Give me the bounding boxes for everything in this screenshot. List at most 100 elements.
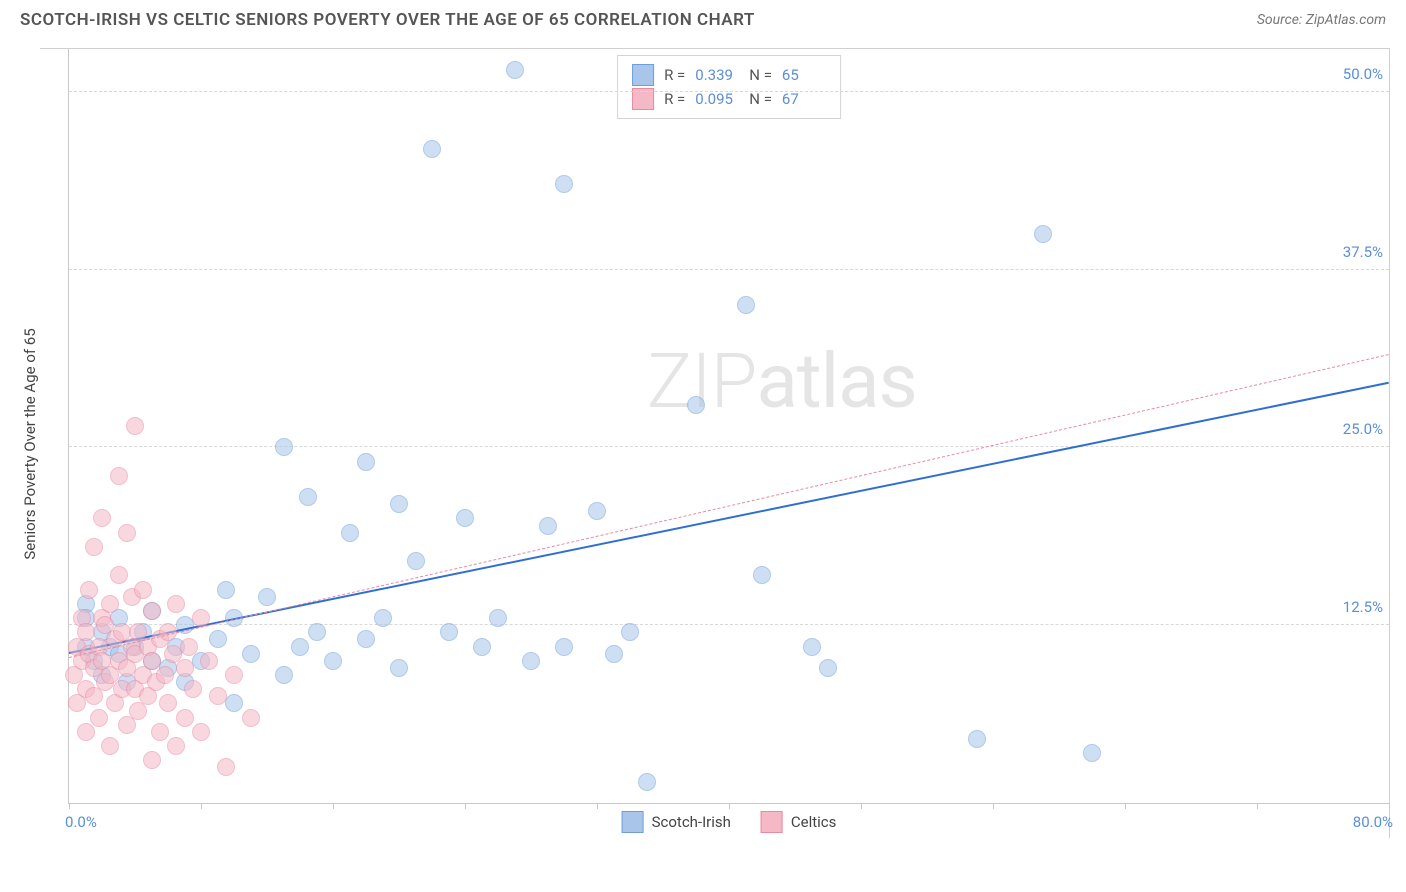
data-point xyxy=(159,694,177,712)
data-point xyxy=(167,595,185,613)
data-point xyxy=(341,524,359,542)
data-point xyxy=(180,638,198,656)
x-tick xyxy=(597,803,598,809)
data-point xyxy=(176,709,194,727)
data-point xyxy=(423,140,441,158)
data-point xyxy=(143,751,161,769)
data-point xyxy=(506,61,524,79)
chart-title: SCOTCH-IRISH VS CELTIC SENIORS POVERTY O… xyxy=(20,10,755,30)
data-point xyxy=(638,773,656,791)
r-value-scotch-irish: 0.339 xyxy=(695,66,739,84)
data-point xyxy=(217,758,235,776)
data-point xyxy=(407,552,425,570)
trend-line xyxy=(69,354,1389,658)
data-point xyxy=(605,645,623,663)
chart-container: Seniors Poverty Over the Age of 65 ZIPat… xyxy=(40,48,1390,838)
legend-label-celtics: Celtics xyxy=(791,813,837,831)
data-point xyxy=(539,517,557,535)
watermark: ZIPatlas xyxy=(647,336,917,426)
chart-plot-area: ZIPatlas R = 0.339 N = 65 R = 0.095 N = … xyxy=(68,49,1389,804)
data-point xyxy=(225,666,243,684)
data-point xyxy=(299,488,317,506)
data-point xyxy=(522,652,540,670)
data-point xyxy=(184,680,202,698)
swatch-scotch-irish xyxy=(622,811,644,833)
data-point xyxy=(588,502,606,520)
data-point xyxy=(456,509,474,527)
data-point xyxy=(209,687,227,705)
data-point xyxy=(85,538,103,556)
data-point xyxy=(151,723,169,741)
legend-item-celtics: Celtics xyxy=(761,811,837,833)
r-value-celtics: 0.095 xyxy=(695,90,739,108)
data-point xyxy=(143,652,161,670)
series-legend: Scotch-Irish Celtics xyxy=(622,811,837,833)
stats-legend: R = 0.339 N = 65 R = 0.095 N = 67 xyxy=(617,55,841,119)
x-tick xyxy=(729,803,730,809)
data-point xyxy=(473,638,491,656)
y-tick-label: 50.0% xyxy=(1343,65,1383,83)
gridline xyxy=(69,91,1389,92)
data-point xyxy=(176,659,194,677)
data-point xyxy=(77,623,95,641)
data-point xyxy=(275,666,293,684)
x-tick xyxy=(465,803,466,809)
x-tick xyxy=(1125,803,1126,809)
data-point xyxy=(324,652,342,670)
data-point xyxy=(90,709,108,727)
data-point xyxy=(167,737,185,755)
data-point xyxy=(737,296,755,314)
data-point xyxy=(118,524,136,542)
gridline xyxy=(69,446,1389,447)
data-point xyxy=(110,467,128,485)
data-point xyxy=(110,566,128,584)
data-point xyxy=(440,623,458,641)
data-point xyxy=(200,652,218,670)
data-point xyxy=(687,396,705,414)
y-tick-label: 25.0% xyxy=(1343,420,1383,438)
x-tick xyxy=(333,803,334,809)
n-value-scotch-irish: 65 xyxy=(782,66,826,84)
x-tick xyxy=(1389,803,1390,809)
n-label: N = xyxy=(749,90,772,108)
data-point xyxy=(819,659,837,677)
data-point xyxy=(489,609,507,627)
x-tick xyxy=(1257,803,1258,809)
data-point xyxy=(242,709,260,727)
n-value-celtics: 67 xyxy=(782,90,826,108)
stats-row-scotch-irish: R = 0.339 N = 65 xyxy=(632,64,826,86)
data-point xyxy=(291,638,309,656)
x-tick xyxy=(861,803,862,809)
data-point xyxy=(390,659,408,677)
swatch-celtics xyxy=(761,811,783,833)
data-point xyxy=(555,175,573,193)
data-point xyxy=(242,645,260,663)
data-point xyxy=(1083,744,1101,762)
x-axis-min-label: 0.0% xyxy=(65,813,97,831)
source-label: Source: ZipAtlas.com xyxy=(1257,12,1386,28)
data-point xyxy=(101,737,119,755)
data-point xyxy=(209,630,227,648)
data-point xyxy=(1034,225,1052,243)
gridline xyxy=(69,269,1389,270)
x-tick xyxy=(993,803,994,809)
legend-label-scotch-irish: Scotch-Irish xyxy=(652,813,731,831)
data-point xyxy=(753,566,771,584)
data-point xyxy=(968,730,986,748)
x-tick xyxy=(201,803,202,809)
y-tick-label: 37.5% xyxy=(1343,243,1383,261)
data-point xyxy=(134,581,152,599)
data-point xyxy=(621,623,639,641)
data-point xyxy=(258,588,276,606)
y-axis-label: Seniors Poverty Over the Age of 65 xyxy=(21,328,39,559)
legend-item-scotch-irish: Scotch-Irish xyxy=(622,811,731,833)
data-point xyxy=(217,581,235,599)
data-point xyxy=(192,723,210,741)
data-point xyxy=(357,453,375,471)
data-point xyxy=(275,438,293,456)
data-point xyxy=(93,509,111,527)
data-point xyxy=(357,630,375,648)
data-point xyxy=(308,623,326,641)
data-point xyxy=(555,638,573,656)
n-label: N = xyxy=(749,66,772,84)
